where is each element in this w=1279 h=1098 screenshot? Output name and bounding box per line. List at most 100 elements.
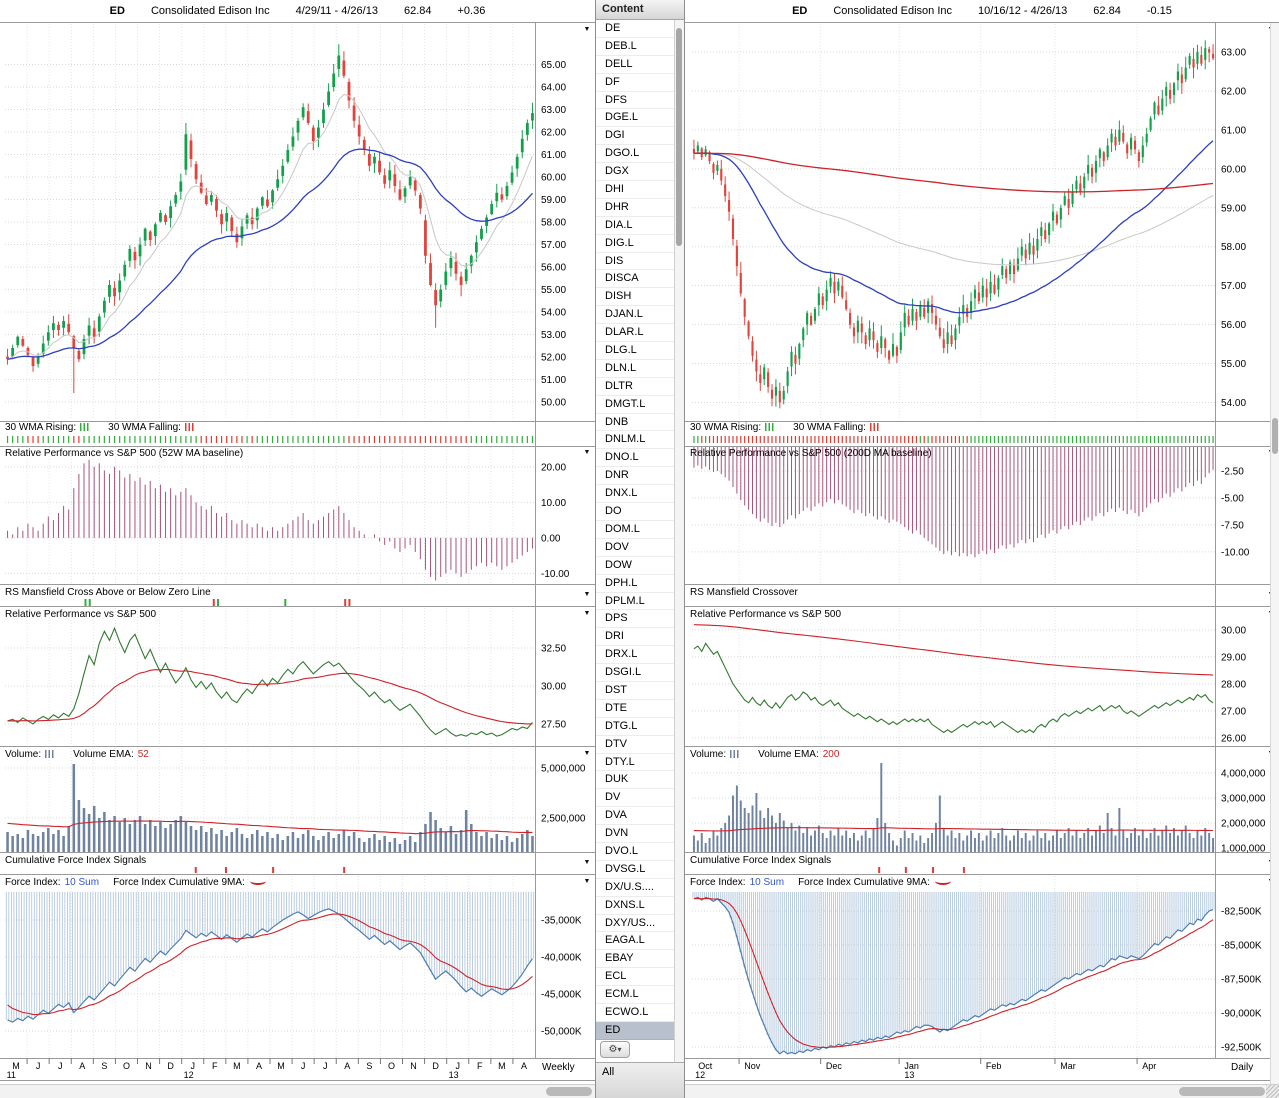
ticker-item-DO[interactable]: DO — [596, 503, 677, 521]
ticker-item-DRX.L[interactable]: DRX.L — [596, 646, 677, 665]
ticker-item-DJAN.L[interactable]: DJAN.L — [596, 306, 677, 325]
ticker-item-DVO.L[interactable]: DVO.L — [596, 843, 677, 861]
ticker-item-DXNS.L[interactable]: DXNS.L — [596, 897, 677, 915]
pane-collapse-button[interactable]: ▼ — [584, 859, 591, 866]
axis-label: 20.00 — [541, 462, 566, 473]
ticker-item-DRI[interactable]: DRI — [596, 628, 677, 647]
ticker-item-DF[interactable]: DF — [596, 74, 677, 92]
list-scroll-thumb[interactable] — [676, 28, 682, 246]
ticker-item-EAGA.L[interactable]: EAGA.L — [596, 932, 677, 951]
wma-trend-tick — [353, 436, 355, 443]
ticker-item-DIA.L[interactable]: DIA.L — [596, 217, 677, 235]
ticker-item-DHR[interactable]: DHR — [596, 199, 677, 217]
horizontal-scrollbar[interactable] — [0, 1084, 595, 1098]
wma-trend-tick — [205, 436, 207, 443]
ticker-item-DGX[interactable]: DGX — [596, 163, 677, 182]
vertical-scroll-thumb[interactable] — [1272, 418, 1278, 454]
ticker-item-DVA[interactable]: DVA — [596, 807, 677, 826]
axis-label: 30.00 — [1221, 625, 1246, 636]
ticker-item-DVSG.L[interactable]: DVSG.L — [596, 861, 677, 879]
ticker-item-ECWO.L[interactable]: ECWO.L — [596, 1004, 677, 1022]
ticker-item-DTG.L[interactable]: DTG.L — [596, 718, 677, 736]
volume-bar — [434, 820, 437, 852]
ticker-item-DLN.L[interactable]: DLN.L — [596, 360, 677, 378]
ticker-item-DE[interactable]: DE — [596, 20, 677, 38]
ticker-item-ED[interactable]: ED — [596, 1021, 677, 1040]
list-settings-gear-button[interactable] — [600, 1041, 630, 1058]
ticker-item-DPLM.L[interactable]: DPLM.L — [596, 593, 677, 611]
timeframe-select-weekly[interactable]: Weekly — [542, 1062, 575, 1073]
horizontal-scroll-thumb[interactable] — [546, 1087, 592, 1096]
wma-trend-tick — [861, 436, 863, 443]
ticker-item-DNX.L[interactable]: DNX.L — [596, 485, 677, 504]
pane-collapse-button[interactable]: ▼ — [584, 26, 591, 33]
horizontal-scrollbar[interactable] — [685, 1084, 1279, 1098]
wma-trend-tick — [763, 436, 765, 443]
pane-collapse-button[interactable]: ▼ — [584, 750, 591, 757]
volume-bar — [1075, 830, 1078, 852]
ticker-item-DNR[interactable]: DNR — [596, 467, 677, 486]
ticker-item-DFS[interactable]: DFS — [596, 92, 677, 110]
wma-trend-tick — [93, 436, 95, 443]
ticker-item-DNB[interactable]: DNB — [596, 414, 677, 432]
ticker-item-DNO.L[interactable]: DNO.L — [596, 449, 677, 468]
ticker-item-DGE.L[interactable]: DGE.L — [596, 109, 677, 128]
pane-collapse-button[interactable]: ▼ — [584, 610, 591, 617]
price-change: +0.36 — [457, 5, 486, 17]
resize-grip[interactable] — [1266, 1085, 1279, 1098]
horizontal-scroll-thumb[interactable] — [1179, 1087, 1265, 1096]
ticker-list[interactable]: DE DEB.L DELL DF DFS DGE.L DGI DGO.L DGX DHI DHR DI… — [596, 20, 677, 1040]
ticker-item-DIS[interactable]: DIS — [596, 253, 677, 271]
volume-bar — [821, 833, 824, 852]
ticker-item-DISH[interactable]: DISH — [596, 288, 677, 307]
ticker-item-DTY.L[interactable]: DTY.L — [596, 754, 677, 772]
volume-bar — [1016, 830, 1019, 852]
ticker-item-DIG.L[interactable]: DIG.L — [596, 235, 677, 253]
ticker-item-DTE[interactable]: DTE — [596, 700, 677, 718]
ticker-item-ECL[interactable]: ECL — [596, 968, 677, 987]
vertical-scrollbar[interactable] — [1270, 22, 1279, 1085]
ticker-item-DSGI.L[interactable]: DSGI.L — [596, 664, 677, 682]
volume-bar — [837, 828, 840, 852]
ticker-item-DVN[interactable]: DVN — [596, 825, 677, 843]
axis-label: 4,000,000 — [1221, 769, 1266, 780]
pane-collapse-button[interactable]: ▼ — [584, 591, 591, 598]
wma-trend-tick — [1040, 436, 1042, 443]
ticker-item-DEB.L[interactable]: DEB.L — [596, 38, 677, 56]
volume-bar — [322, 836, 325, 852]
ticker-item-EBAY[interactable]: EBAY — [596, 950, 677, 969]
ticker-item-DOM.L[interactable]: DOM.L — [596, 521, 677, 539]
weekly-chart-canvas[interactable]: 65.00 64.00 63.00 62.00 61.00 60.00 59.00 58.00… — [0, 0, 595, 1098]
ticker-item-DOV[interactable]: DOV — [596, 539, 677, 557]
daily-chart-canvas[interactable]: 63.00 62.00 61.00 60.00 59.00 58.00 57.00 56.00… — [685, 0, 1279, 1098]
ticker-item-DLTR[interactable]: DLTR — [596, 378, 677, 396]
wma-trend-tick — [1130, 436, 1132, 443]
ticker-item-DGO.L[interactable]: DGO.L — [596, 145, 677, 164]
ticker-item-DX/U.S....[interactable]: DX/U.S.... — [596, 879, 677, 897]
ticker-item-DXY/US...[interactable]: DXY/US... — [596, 915, 677, 933]
ticker-item-DTV[interactable]: DTV — [596, 736, 677, 754]
list-scope-footer[interactable]: All — [596, 1062, 684, 1098]
ticker-item-DUK[interactable]: DUK — [596, 771, 677, 790]
ticker-item-DGI[interactable]: DGI — [596, 127, 677, 146]
pane-collapse-button[interactable]: ▼ — [584, 878, 591, 885]
ticker-item-DHI[interactable]: DHI — [596, 181, 677, 199]
list-scope-all[interactable]: All — [602, 1066, 615, 1078]
ticker-item-DISCA[interactable]: DISCA — [596, 270, 677, 289]
ticker-item-DELL[interactable]: DELL — [596, 56, 677, 74]
ticker-item-DNLM.L[interactable]: DNLM.L — [596, 431, 677, 450]
ticker-item-ECM.L[interactable]: ECM.L — [596, 986, 677, 1004]
ticker-item-DV[interactable]: DV — [596, 789, 677, 808]
ticker-item-DPH.L[interactable]: DPH.L — [596, 575, 677, 593]
ticker-item-DLAR.L[interactable]: DLAR.L — [596, 324, 677, 343]
timeframe-select-daily[interactable]: Daily — [1231, 1062, 1254, 1073]
ticker-item-DMGT.L[interactable]: DMGT.L — [596, 396, 677, 414]
ticker-item-DST[interactable]: DST — [596, 682, 677, 700]
axis-label: 2,500,000 — [541, 814, 586, 825]
ticker-item-DOW[interactable]: DOW — [596, 557, 677, 575]
wma-trend-tick — [1005, 436, 1007, 443]
ticker-item-DPS[interactable]: DPS — [596, 610, 677, 629]
pane-collapse-button[interactable]: ▼ — [584, 449, 591, 456]
ticker-item-DLG.L[interactable]: DLG.L — [596, 342, 677, 360]
list-scrollbar[interactable] — [674, 20, 684, 1062]
